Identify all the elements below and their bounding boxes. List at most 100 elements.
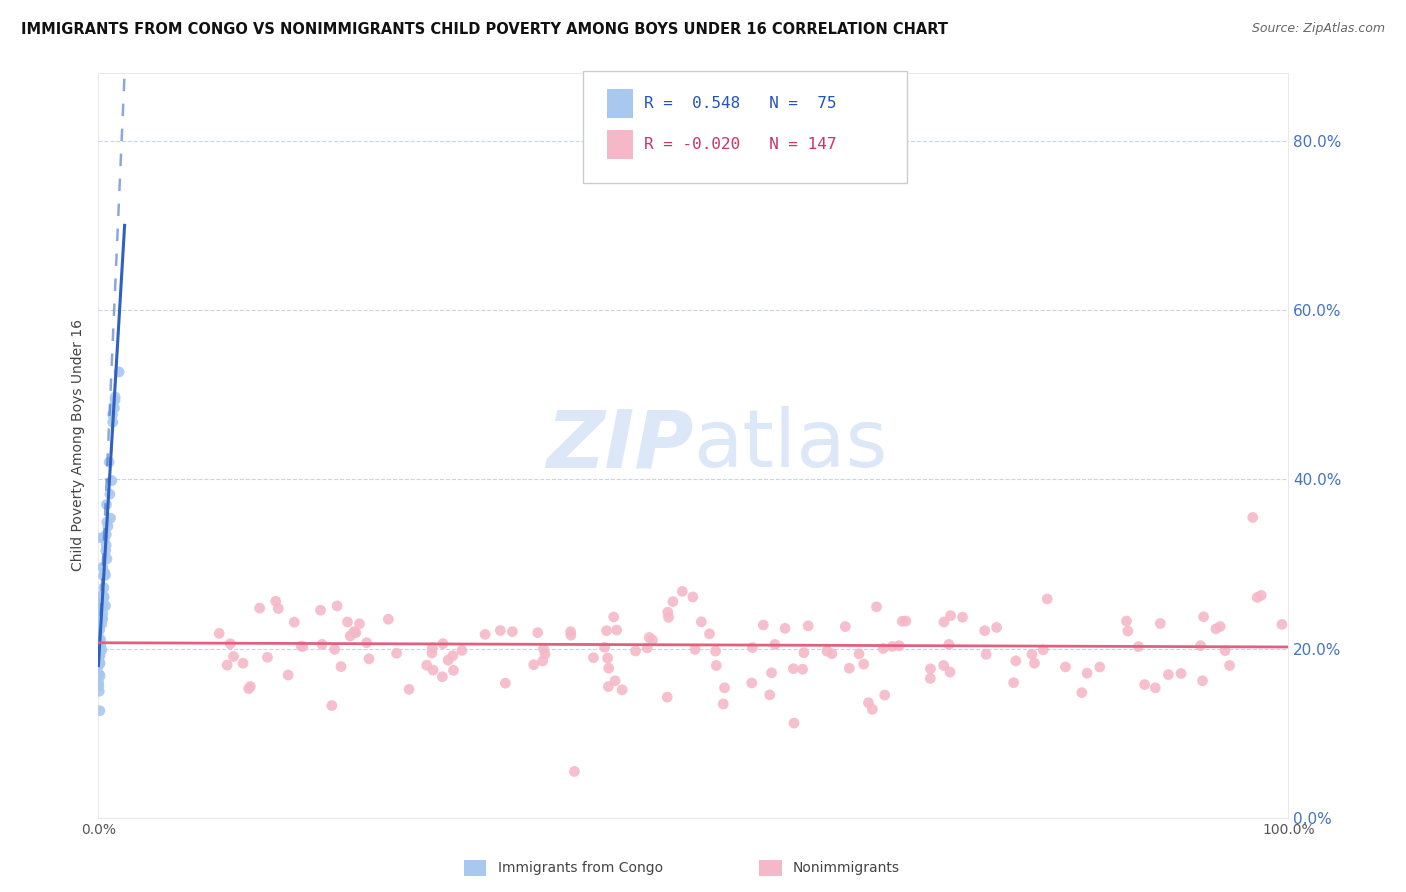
Point: [974, 648, 997, 662]
Point: [89, 684, 111, 698]
Point: [952, 610, 974, 624]
Point: [534, 647, 557, 661]
Point: [741, 640, 763, 655]
Point: [103, 401, 125, 415]
Point: [101, 408, 124, 422]
Point: [89, 619, 111, 633]
Point: [90, 591, 112, 605]
Point: [973, 624, 995, 638]
Point: [356, 636, 378, 650]
Point: [636, 640, 658, 655]
Text: Immigrants from Congo: Immigrants from Congo: [498, 861, 662, 875]
Point: [89, 635, 111, 649]
Point: [89, 669, 111, 683]
Point: [593, 640, 616, 655]
Point: [90, 642, 112, 657]
Point: [94, 568, 117, 582]
Point: [90, 598, 112, 612]
Point: [87, 633, 110, 648]
Point: [682, 590, 704, 604]
Point: [94, 538, 117, 552]
Point: [87, 623, 110, 637]
Point: [1213, 643, 1236, 657]
Point: [1115, 614, 1137, 628]
Point: [264, 594, 287, 608]
Point: [87, 636, 110, 650]
Point: [531, 654, 554, 668]
Point: [860, 702, 883, 716]
Point: [450, 643, 472, 657]
Point: [1116, 624, 1139, 638]
Point: [208, 626, 231, 640]
Point: [277, 668, 299, 682]
Point: [1271, 617, 1294, 632]
Point: [267, 601, 290, 615]
Point: [1157, 667, 1180, 681]
Point: [932, 615, 955, 629]
Point: [93, 581, 115, 595]
Point: [1070, 685, 1092, 699]
Point: [443, 663, 465, 677]
Text: R =  0.548   N =  75: R = 0.548 N = 75: [644, 96, 837, 111]
Point: [416, 658, 439, 673]
Point: [89, 639, 111, 653]
Point: [256, 650, 278, 665]
Point: [87, 647, 110, 661]
Point: [758, 688, 780, 702]
Point: [598, 680, 620, 694]
Point: [93, 532, 115, 546]
Point: [533, 641, 555, 656]
Point: [93, 569, 115, 583]
Point: [219, 637, 242, 651]
Point: [87, 652, 110, 666]
Point: [90, 639, 112, 653]
Point: [939, 665, 962, 679]
Point: [101, 474, 124, 488]
Point: [239, 680, 262, 694]
Point: [89, 623, 111, 637]
Point: [441, 648, 464, 663]
Point: [87, 656, 110, 670]
Point: [291, 640, 314, 654]
Point: [326, 599, 349, 613]
Point: [1250, 588, 1272, 602]
Point: [494, 676, 516, 690]
Point: [339, 629, 361, 643]
Point: [1076, 666, 1098, 681]
Point: [986, 620, 1008, 634]
Point: [1246, 591, 1268, 605]
Point: [595, 624, 617, 638]
Point: [232, 657, 254, 671]
Point: [920, 662, 942, 676]
Point: [662, 594, 685, 608]
Point: [93, 590, 115, 604]
Point: [815, 644, 838, 658]
Point: [602, 610, 624, 624]
Point: [422, 640, 444, 655]
Point: [711, 697, 734, 711]
Point: [713, 681, 735, 695]
Point: [249, 601, 271, 615]
Point: [89, 648, 111, 663]
Point: [101, 415, 124, 429]
Point: [474, 627, 496, 641]
Point: [217, 658, 239, 673]
Point: [90, 599, 112, 613]
Point: [90, 632, 112, 647]
Point: [330, 659, 353, 673]
Point: [872, 641, 894, 656]
Point: [97, 519, 120, 533]
Point: [89, 624, 111, 638]
Point: [489, 624, 512, 638]
Point: [889, 639, 911, 653]
Point: [309, 603, 332, 617]
Text: Source: ZipAtlas.com: Source: ZipAtlas.com: [1251, 22, 1385, 36]
Point: [89, 648, 111, 663]
Point: [91, 611, 114, 625]
Point: [797, 619, 820, 633]
Point: [311, 637, 333, 651]
Point: [782, 662, 804, 676]
Point: [94, 599, 117, 613]
Point: [1144, 681, 1167, 695]
Point: [1209, 619, 1232, 633]
